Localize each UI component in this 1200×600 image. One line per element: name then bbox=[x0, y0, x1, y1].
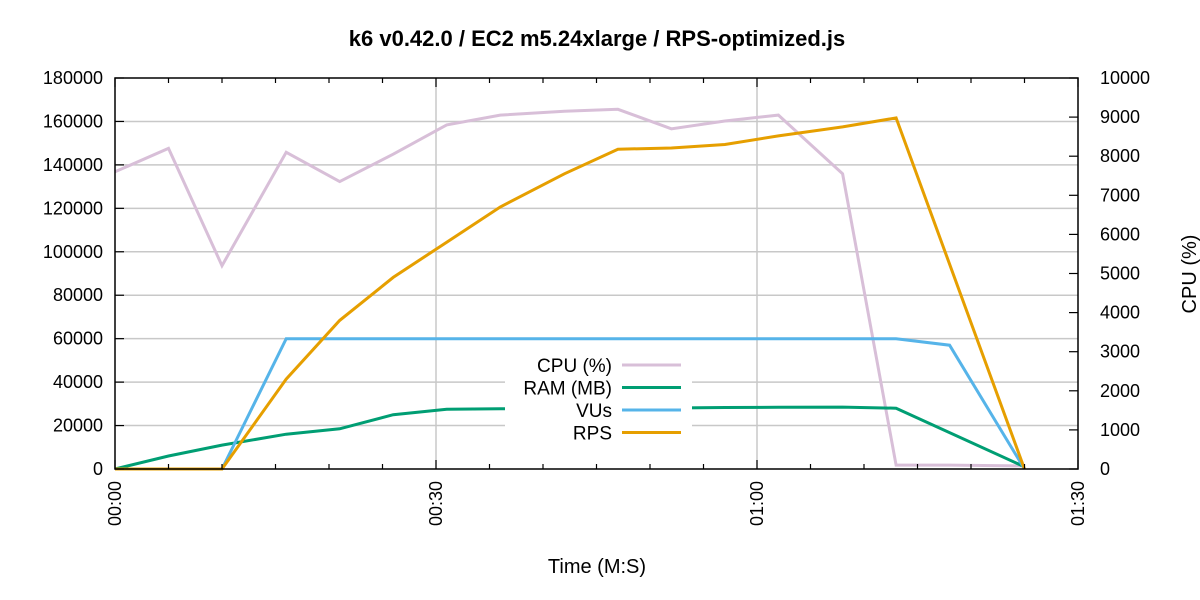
y2-tick-label: 3000 bbox=[1100, 342, 1140, 362]
y2-tick-label: 6000 bbox=[1100, 224, 1140, 244]
y-tick-label: 100000 bbox=[43, 242, 103, 262]
y-tick-label: 180000 bbox=[43, 68, 103, 88]
y-tick-label: 80000 bbox=[53, 285, 103, 305]
legend-label-cpu: CPU (%) bbox=[537, 356, 612, 377]
y2-tick-label: 5000 bbox=[1100, 264, 1140, 284]
y2-tick-label: 2000 bbox=[1100, 381, 1140, 401]
plot-frame bbox=[114, 77, 1079, 470]
x-axis-label: Time (M:S) bbox=[548, 556, 646, 578]
y2-tick-label: 8000 bbox=[1100, 146, 1140, 166]
y2-tick-label: 7000 bbox=[1100, 185, 1140, 205]
axes: 0200004000060000800001000001200001400001… bbox=[43, 68, 1150, 526]
y-tick-label: 40000 bbox=[53, 372, 103, 392]
y-tick-label: 0 bbox=[93, 459, 103, 479]
y2-axis-label: CPU (%) bbox=[1179, 235, 1200, 314]
x-tick-label: 00:00 bbox=[105, 481, 125, 526]
series-line-rps bbox=[115, 116, 1026, 471]
y-tick-label: 160000 bbox=[43, 111, 103, 131]
y-tick-label: 20000 bbox=[53, 416, 103, 436]
y2-tick-label: 10000 bbox=[1100, 68, 1150, 88]
legend-label-rps: RPS bbox=[573, 424, 612, 445]
y2-tick-label: 4000 bbox=[1100, 303, 1140, 323]
legend-label-vus: VUs bbox=[576, 401, 612, 422]
y-tick-label: 140000 bbox=[43, 155, 103, 175]
legend-label-ram-mb: RAM (MB) bbox=[523, 379, 612, 400]
x-tick-label: 00:30 bbox=[426, 481, 446, 526]
series-line-cpu bbox=[114, 107, 1025, 468]
y-tick-label: 60000 bbox=[53, 329, 103, 349]
y2-tick-label: 0 bbox=[1100, 459, 1110, 479]
x-tick-label: 01:30 bbox=[1068, 481, 1088, 526]
y-tick-label: 120000 bbox=[43, 198, 103, 218]
y2-tick-label: 1000 bbox=[1100, 420, 1140, 440]
x-tick-label: 01:00 bbox=[747, 481, 767, 526]
chart-title: k6 v0.42.0 / EC2 m5.24xlarge / RPS-optim… bbox=[349, 26, 845, 51]
y2-tick-label: 9000 bbox=[1100, 107, 1140, 127]
